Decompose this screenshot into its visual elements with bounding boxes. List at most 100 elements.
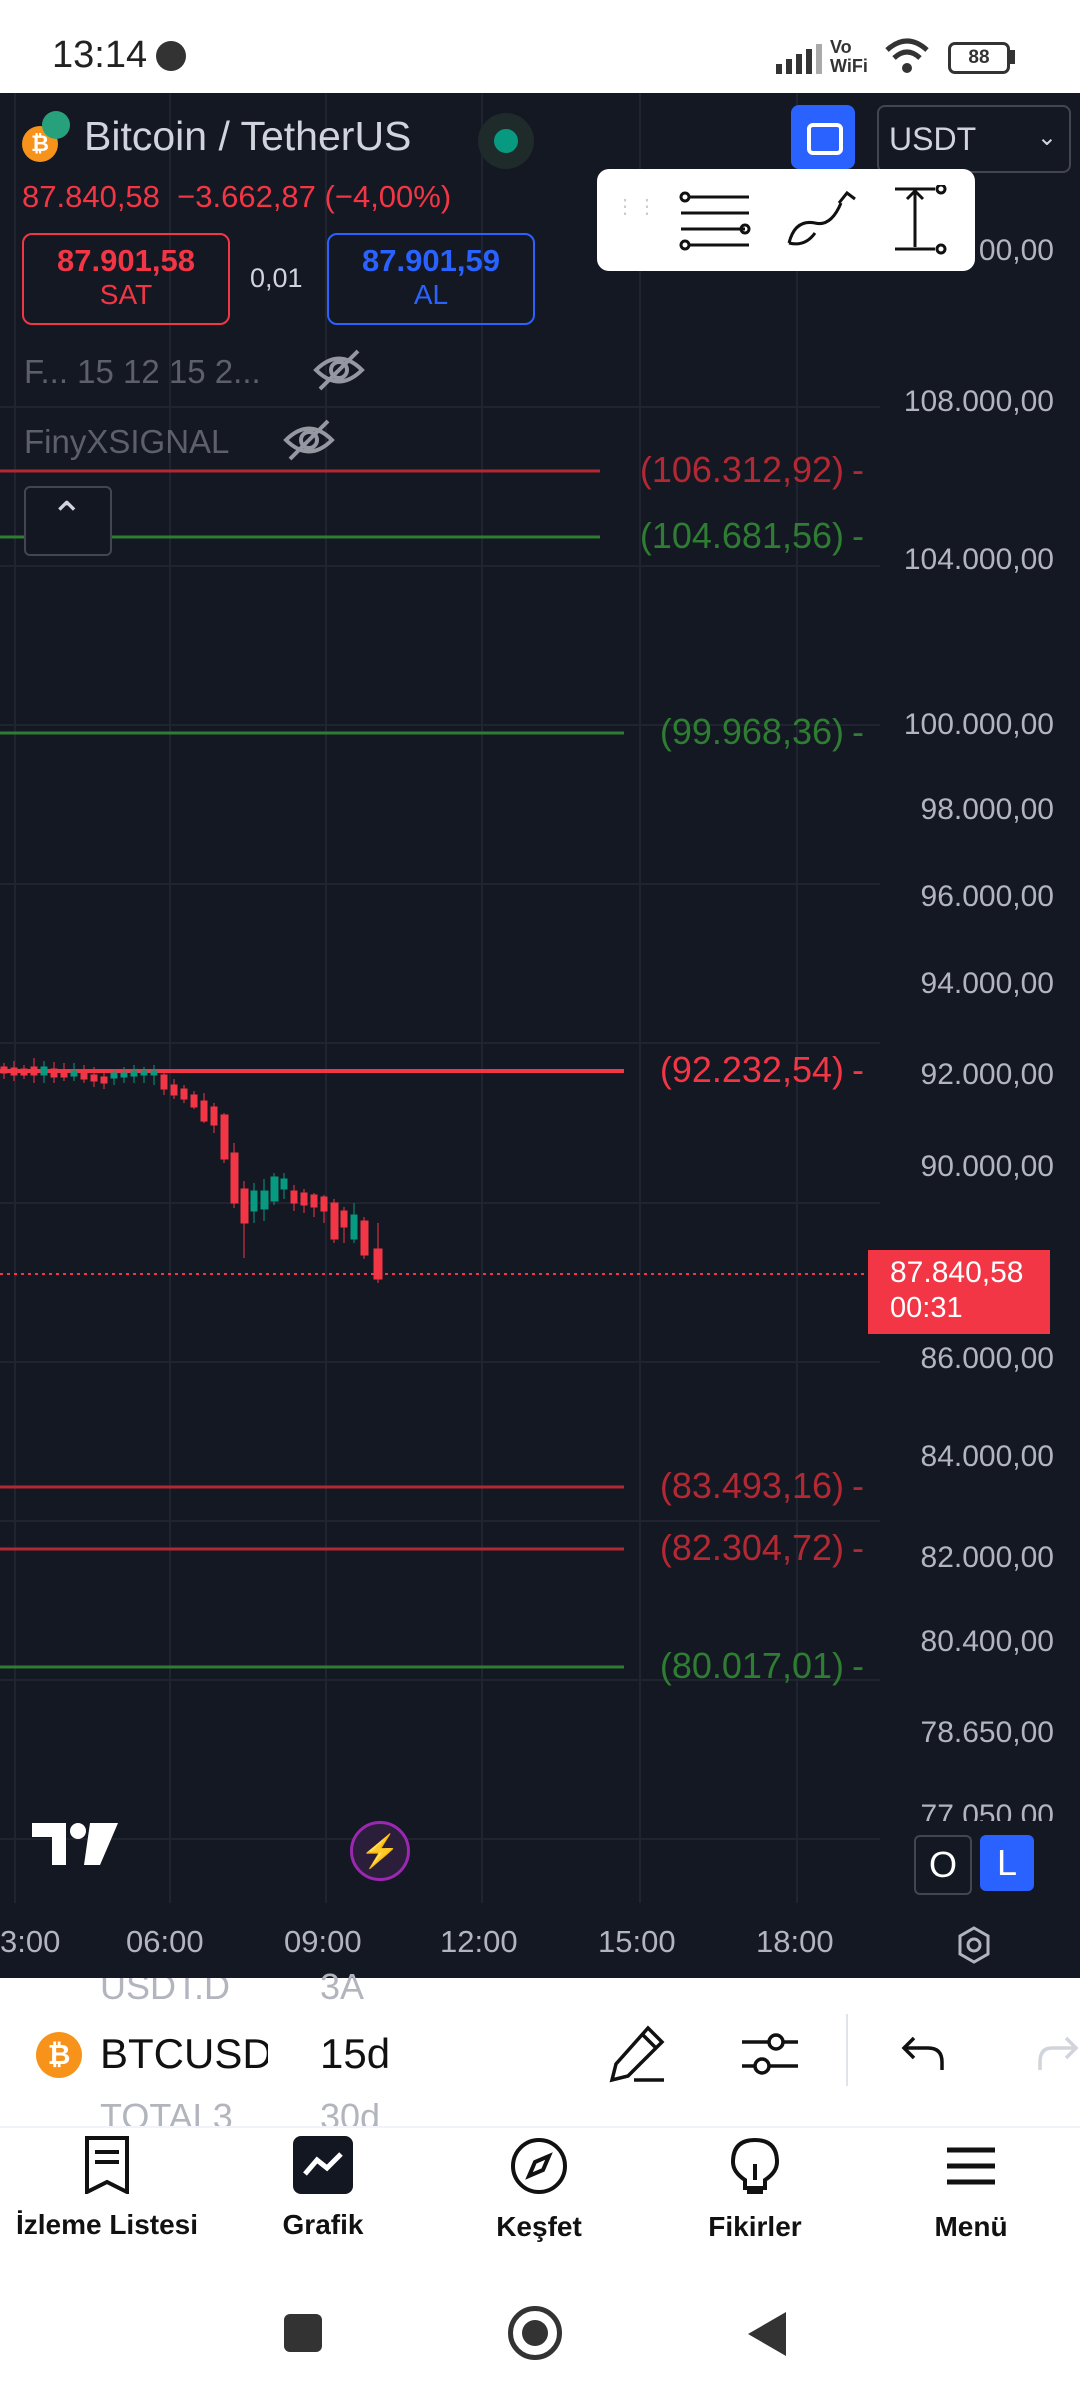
indicator-settings-icon[interactable] xyxy=(740,2028,800,2080)
nav-divider xyxy=(0,2126,1080,2128)
network-type: Vo WiFi xyxy=(830,37,868,76)
home-button[interactable] xyxy=(508,2306,562,2360)
sell-button[interactable]: 87.901,58 SAT xyxy=(22,233,230,325)
navigation-status-icon xyxy=(156,41,186,71)
time-axis-label: 15:00 xyxy=(598,1924,676,1959)
undo-icon[interactable] xyxy=(900,2034,948,2074)
time-axis-label: 09:00 xyxy=(284,1924,362,1959)
collapse-legend-button[interactable]: ⌃ xyxy=(24,486,112,556)
level-label-dash: - xyxy=(852,1465,864,1506)
interval-above[interactable]: 3A xyxy=(320,1966,365,2007)
level-label: (99.968,36) xyxy=(659,711,844,752)
level-label: (106.312,92) xyxy=(639,449,844,490)
level-label-dash: - xyxy=(852,1049,864,1090)
buy-label: AL xyxy=(413,279,449,310)
current-price-marker: 87.840,58 00:31 xyxy=(868,1250,1050,1334)
chart-settings-icon[interactable] xyxy=(954,1925,994,1965)
level-label: (80.017,01) xyxy=(659,1645,844,1686)
drag-handle-icon[interactable]: ⋮⋮ xyxy=(615,196,659,218)
sell-label: SAT xyxy=(99,279,153,310)
chart-area[interactable]: ₿ Bitcoin / TetherUS USDT ⌄ 87.840,58 −3… xyxy=(0,93,1080,1978)
time-axis-label: 18:00 xyxy=(756,1924,834,1959)
level-label: (82.304,72) xyxy=(659,1527,844,1568)
price-axis-label: 94.000,00 xyxy=(920,967,1054,1000)
status-bar: 13:14 Vo WiFi 88 xyxy=(0,0,1080,93)
brush-style-icon[interactable] xyxy=(785,189,857,251)
interval-selector[interactable]: 15d xyxy=(320,2030,391,2077)
tether-logo-icon xyxy=(42,111,70,139)
symbol-below[interactable]: TOTAL3 xyxy=(100,2096,233,2126)
line-style-icon[interactable] xyxy=(679,189,751,251)
bitcoin-logo-icon: ₿ xyxy=(36,2032,82,2078)
compare-button[interactable] xyxy=(791,105,855,169)
price-axis-label: 86.000,00 xyxy=(920,1342,1054,1375)
currency-value: USDT xyxy=(889,121,977,157)
current-price-value: 87.840,58 xyxy=(890,1256,1024,1289)
indicator-label-2[interactable]: FinyXSIGNAL xyxy=(24,423,230,460)
recent-apps-button[interactable] xyxy=(284,2314,322,2352)
battery-tip xyxy=(1010,50,1015,64)
nav-item-menu[interactable]: Menü xyxy=(866,2136,1076,2243)
nav-item-chart[interactable]: Grafik xyxy=(218,2136,428,2241)
mode-button-o[interactable]: O xyxy=(914,1835,972,1895)
price-axis-label: 82.000,00 xyxy=(920,1541,1054,1574)
level-label: (92.232,54) xyxy=(659,1049,844,1090)
wifi-icon xyxy=(885,38,929,73)
spread-value: 0,01 xyxy=(250,263,303,293)
back-button[interactable] xyxy=(746,2310,788,2358)
nav-item-explore[interactable]: Keşfet xyxy=(434,2136,644,2243)
chart-icon xyxy=(293,2136,353,2194)
nav-label: İzleme Listesi xyxy=(15,2209,199,2240)
price-axis-label: 84.000,00 xyxy=(920,1440,1054,1473)
price-axis-label: 78.650,00 xyxy=(920,1716,1054,1749)
symbol-selector[interactable]: BTCUSD xyxy=(100,2030,268,2077)
redo-icon[interactable] xyxy=(1036,2034,1080,2074)
time-axis-label: 3:00 xyxy=(0,1924,61,1959)
pencil-icon[interactable] xyxy=(608,2024,668,2084)
candlesticks xyxy=(0,1058,383,1283)
nav-label: Keşfet xyxy=(496,2211,582,2242)
bitcoin-logo-icon: ₿ xyxy=(22,126,58,162)
chart-canvas[interactable] xyxy=(0,93,1080,1978)
bar-countdown: 00:31 xyxy=(890,1292,963,1324)
indicator-label-1[interactable]: F... 15 12 15 2... xyxy=(24,353,261,390)
battery-level: 88 xyxy=(968,47,990,68)
level-label-dash: - xyxy=(852,711,864,752)
nav-label: Grafik xyxy=(282,2209,364,2240)
currency-select[interactable]: USDT ⌄ xyxy=(877,105,1071,173)
nav-item-watchlist[interactable]: İzleme Listesi xyxy=(2,2136,212,2241)
level-label-dash: - xyxy=(852,1645,864,1686)
nav-item-ideas[interactable]: Fikirler xyxy=(650,2136,860,2243)
symbol-title[interactable]: Bitcoin / TetherUS xyxy=(84,113,412,159)
price-axis-label: 92.000,00 xyxy=(920,1058,1054,1091)
grid-lines xyxy=(0,93,880,1903)
eye-hidden-icon[interactable] xyxy=(312,347,366,393)
tradingview-logo-icon xyxy=(32,1823,118,1865)
menu-icon xyxy=(947,2147,995,2185)
eye-hidden-icon[interactable] xyxy=(282,417,336,463)
level-label: (104.681,56) xyxy=(639,515,844,556)
nav-label: Menü xyxy=(934,2211,1008,2242)
chevron-up-icon: ⌃ xyxy=(50,495,84,539)
lightning-icon[interactable]: ⚡ xyxy=(350,1821,410,1881)
buy-button[interactable]: 87.901,59 AL xyxy=(327,233,535,325)
symbol-above: USDT.D xyxy=(100,1978,231,2007)
symbol-picker-above[interactable]: USDT.D xyxy=(100,1978,230,2008)
status-time: 13:14 xyxy=(52,34,148,76)
market-status-icon[interactable] xyxy=(478,113,534,169)
compare-icon xyxy=(807,123,843,155)
toolbar-divider xyxy=(846,2014,848,2086)
level-label: (83.493,16) xyxy=(659,1465,844,1506)
price-axis-label: 108.000,00 xyxy=(903,385,1054,418)
interval-below[interactable]: 30d xyxy=(320,2096,381,2126)
level-label-dash: - xyxy=(852,449,864,490)
battery-icon: 88 xyxy=(948,42,1010,74)
watchlist-icon xyxy=(85,2136,129,2196)
mode-button-l[interactable]: L xyxy=(980,1835,1034,1891)
price-axis-label: 98.000,00 xyxy=(920,793,1054,826)
time-axis-label: 12:00 xyxy=(440,1924,518,1959)
system-nav-bar xyxy=(0,2280,1080,2400)
nav-label: Fikirler xyxy=(708,2211,802,2242)
measure-icon[interactable] xyxy=(891,185,951,255)
price-axis-label: 96.000,00 xyxy=(920,880,1054,913)
